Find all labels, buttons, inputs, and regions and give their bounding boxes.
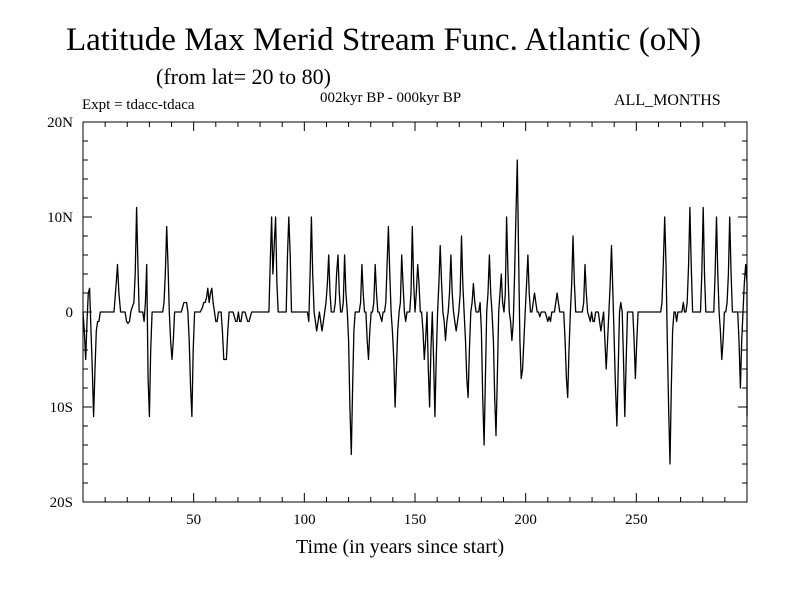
chart-title: Latitude Max Merid Stream Func. Atlantic… — [66, 22, 702, 58]
x-axis-title: Time (in years since start) — [296, 536, 505, 558]
series-line — [82, 159, 748, 465]
months-label: ALL_MONTHS — [614, 92, 721, 109]
plot-frame — [82, 121, 748, 503]
x-tick-label: 150 — [404, 512, 427, 528]
x-tick-label: 50 — [186, 512, 201, 528]
x-tick-label: 250 — [625, 512, 648, 528]
axis-ticks — [83, 122, 747, 502]
experiment-label: Expt = tdacc-tdaca — [82, 97, 195, 113]
chart-subtitle: (from lat= 20 to 80) — [156, 64, 331, 89]
y-tick-label: 0 — [66, 305, 74, 321]
x-tick-label: 100 — [293, 512, 316, 528]
y-tick-label: 10S — [50, 400, 73, 416]
x-tick-label: 200 — [514, 512, 537, 528]
period-label: 002kyr BP - 000kyr BP — [320, 90, 462, 106]
axis-tick-labels: 50 100 150 200 250 20N 10N 0 10S 20S — [47, 115, 647, 528]
y-tick-label: 20N — [47, 115, 73, 131]
y-tick-label: 10N — [47, 210, 73, 226]
y-tick-label: 20S — [50, 495, 73, 511]
